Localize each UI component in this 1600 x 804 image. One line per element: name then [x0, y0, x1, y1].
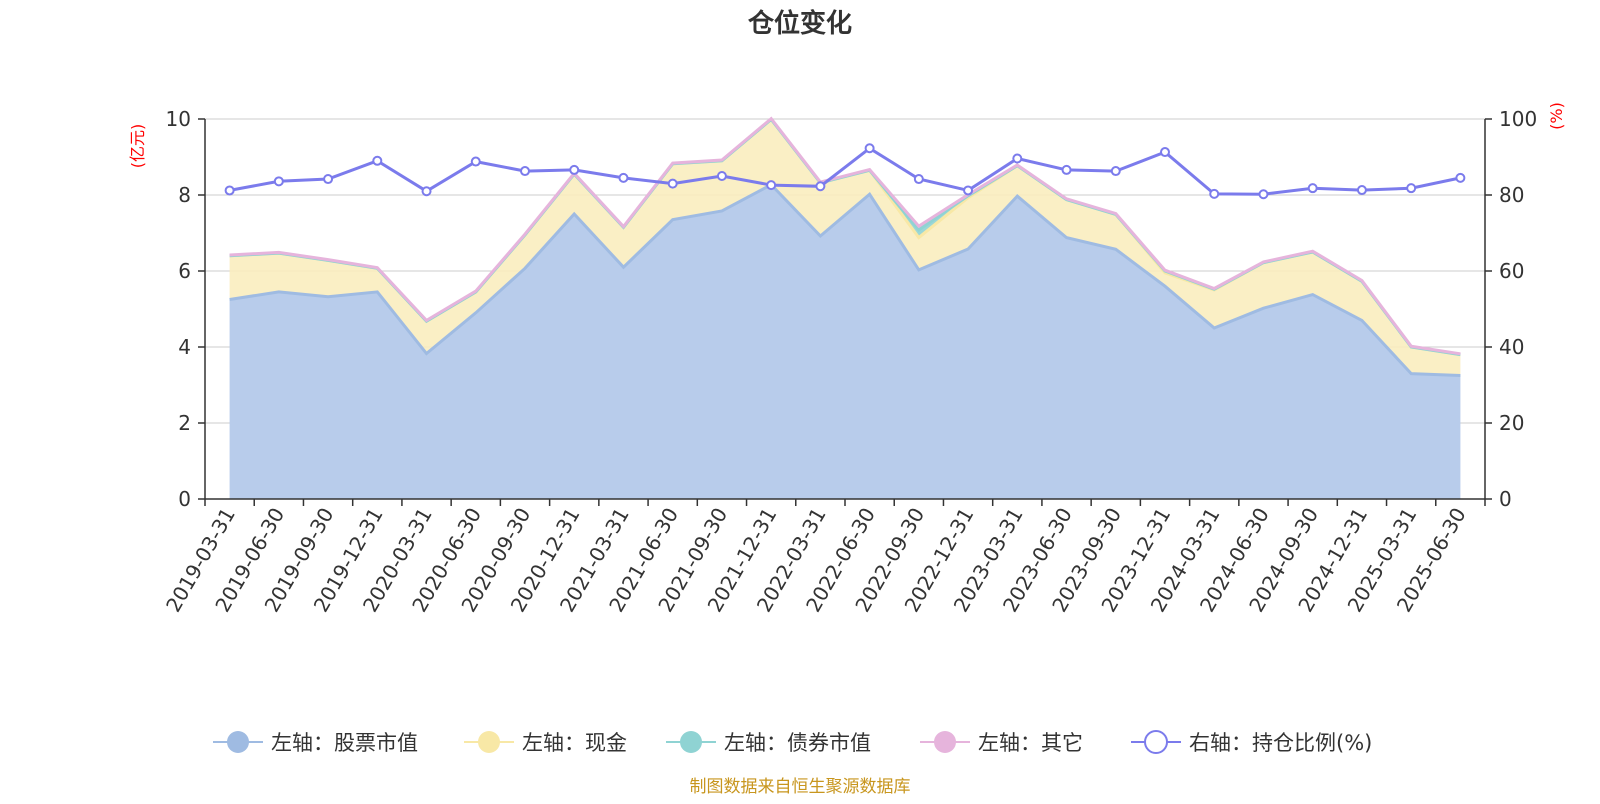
- legend-label: 左轴：股票市值: [271, 731, 418, 755]
- left-axis-unit: (亿元): [128, 124, 147, 169]
- legend-label: 左轴：现金: [522, 731, 627, 755]
- holding-ratio-point: [667, 178, 678, 189]
- legend-item-cash[interactable]: 左轴：现金: [464, 731, 627, 755]
- holding-ratio-point: [864, 143, 875, 154]
- legend[interactable]: 左轴：股票市值 左轴：现金 左轴：债券市值 左轴：其它 右轴：持仓比例(%): [213, 730, 1372, 755]
- holding-ratio-point: [1258, 189, 1269, 200]
- stock-value-line: [229, 182, 1461, 377]
- source-note: 制图数据来自恒生聚源数据库: [690, 777, 911, 797]
- holding-ratio-point: [224, 185, 235, 196]
- legend-item-other[interactable]: 左轴：其它: [920, 731, 1083, 755]
- holding-ratio-point: [273, 176, 284, 187]
- holding-ratio-point: [520, 166, 530, 177]
- legend-circle-marker: [478, 731, 500, 753]
- right-axis-tick-label: 60: [1499, 259, 1524, 283]
- holding-ratio-point: [618, 172, 629, 183]
- right-axis-unit: (%): [1547, 102, 1566, 130]
- left-axis-tick-label: 6: [178, 259, 191, 283]
- right-axis-tick-label: 0: [1499, 487, 1512, 511]
- legend-circle-marker: [1144, 730, 1168, 754]
- legend-label: 左轴：其它: [978, 731, 1083, 755]
- right-axis-tick-label: 40: [1499, 335, 1524, 359]
- left-axis-tick-label: 2: [178, 411, 191, 435]
- legend-circle-marker: [934, 731, 956, 753]
- holding-ratio-point: [372, 155, 383, 166]
- area-layer: [229, 118, 1461, 499]
- left-axis-tick-label: 8: [178, 183, 191, 207]
- holding-ratio-point: [1061, 164, 1072, 175]
- legend-circle-marker: [227, 731, 249, 753]
- right-axis-tick-label: 20: [1499, 411, 1524, 435]
- holding-ratio-point: [963, 185, 974, 196]
- holding-ratio-point: [1455, 172, 1466, 183]
- holding-ratio-point: [421, 186, 432, 197]
- holding-ratio-point: [1356, 185, 1367, 196]
- holding-ratio-point: [569, 164, 580, 175]
- chart-title: 仓位变化: [747, 8, 852, 39]
- line-layer: [224, 116, 1466, 377]
- holding-ratio-point: [1012, 153, 1023, 164]
- right-axis-tick-label: 100: [1499, 107, 1537, 131]
- holding-ratio-point: [716, 171, 727, 181]
- stock-value-area: [229, 184, 1461, 499]
- left-axis-tick-label: 10: [166, 107, 191, 131]
- holding-ratio-point: [470, 156, 481, 167]
- holding-ratio-point: [766, 180, 777, 191]
- right-axis-tick-label: 80: [1499, 183, 1524, 207]
- legend-item-stock-value[interactable]: 左轴：股票市值: [213, 731, 418, 755]
- holding-ratio-point: [815, 181, 826, 192]
- legend-label: 左轴：债券市值: [724, 731, 871, 755]
- holding-ratio-point: [913, 174, 924, 185]
- left-axis-tick-label: 4: [178, 335, 191, 359]
- legend-item-holding-ratio[interactable]: 右轴：持仓比例(%): [1131, 730, 1372, 755]
- holding-ratio-point: [1307, 183, 1318, 194]
- holding-ratio-point: [1209, 188, 1220, 199]
- left-axis-tick-label: 0: [178, 487, 191, 511]
- legend-label: 右轴：持仓比例(%): [1189, 731, 1372, 755]
- holding-ratio-point: [1160, 147, 1170, 158]
- holding-ratio-point: [1406, 183, 1417, 194]
- holding-ratio-point: [1110, 166, 1121, 177]
- legend-item-bond-value[interactable]: 左轴：债券市值: [666, 731, 871, 755]
- holding-ratio-line: [229, 146, 1461, 196]
- other-line: [229, 116, 1461, 356]
- holding-ratio-point: [323, 174, 334, 185]
- legend-circle-marker: [680, 731, 702, 753]
